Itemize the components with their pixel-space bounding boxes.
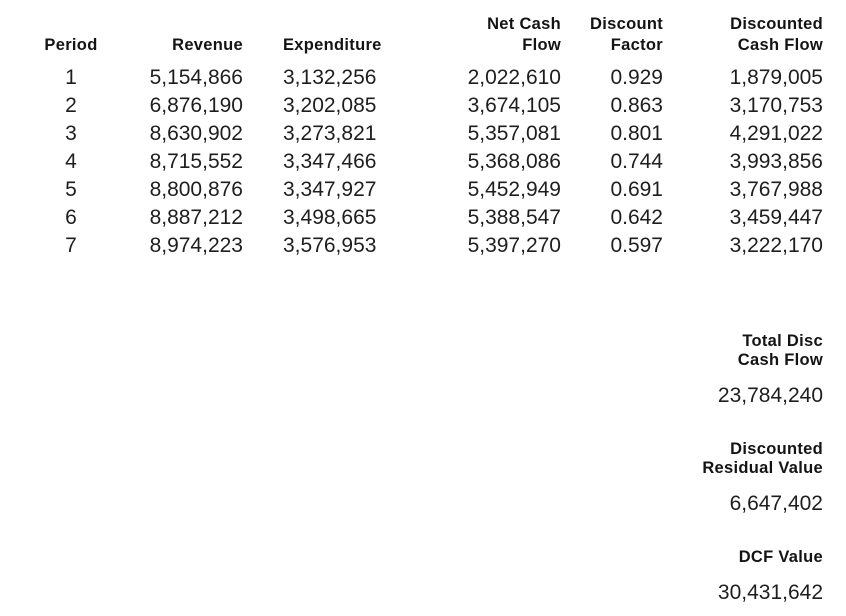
summary-value-dcf-value: 30,431,642 [717, 581, 823, 604]
summary-total-disc-cash-flow: Total Disc Cash Flow 23,784,240 [38, 332, 823, 408]
cell-net-cash-flow: 5,397,270 [467, 234, 561, 257]
cell-period: 5 [65, 178, 77, 201]
cell-expenditure: 3,202,085 [283, 94, 377, 117]
cell-discounted-cash-flow: 3,993,856 [729, 150, 823, 173]
table-row: 1 5,154,866 3,132,256 2,022,610 0.929 1,… [38, 64, 823, 92]
cell-discounted-cash-flow: 3,170,753 [729, 94, 823, 117]
cell-discounted-cash-flow: 3,459,447 [729, 206, 823, 229]
cell-discount-factor: 0.642 [610, 206, 663, 229]
cell-expenditure: 3,347,927 [283, 178, 377, 201]
cell-period: 6 [65, 206, 77, 229]
header-revenue: Revenue [172, 36, 243, 54]
cell-net-cash-flow: 5,368,086 [467, 150, 561, 173]
cell-discount-factor: 0.744 [610, 150, 663, 173]
cell-period: 2 [65, 94, 77, 117]
summary-discounted-residual-value: Discounted Residual Value 6,647,402 [38, 440, 823, 516]
cell-period: 3 [65, 122, 77, 145]
cell-discounted-cash-flow: 3,222,170 [729, 234, 823, 257]
table-row: 3 8,630,902 3,273,821 5,357,081 0.801 4,… [38, 120, 823, 148]
cell-revenue: 8,887,212 [149, 206, 243, 229]
summary-value-total-disc-cash-flow: 23,784,240 [717, 384, 823, 407]
cell-revenue: 8,630,902 [149, 122, 243, 145]
cell-expenditure: 3,132,256 [283, 66, 377, 89]
table-row: 2 6,876,190 3,202,085 3,674,105 0.863 3,… [38, 92, 823, 120]
cell-expenditure: 3,347,466 [283, 150, 377, 173]
cell-discounted-cash-flow: 3,767,988 [729, 178, 823, 201]
cell-expenditure: 3,576,953 [283, 234, 377, 257]
header-net-cash-flow: Net Cash Flow [487, 15, 561, 54]
cell-revenue: 8,715,552 [149, 150, 243, 173]
header-expenditure: Expenditure [283, 36, 382, 54]
header-row: Period Revenue Expenditure Net Cash Flow… [38, 14, 823, 64]
summary-label-dcf-value: DCF Value [738, 548, 823, 566]
cell-period: 4 [65, 150, 77, 173]
cell-discounted-cash-flow: 1,879,005 [729, 66, 823, 89]
header-discount-factor: Discount Factor [590, 15, 663, 54]
cell-expenditure: 3,498,665 [283, 206, 377, 229]
table-row: 6 8,887,212 3,498,665 5,388,547 0.642 3,… [38, 204, 823, 232]
cell-net-cash-flow: 5,388,547 [467, 206, 561, 229]
table-row: 5 8,800,876 3,347,927 5,452,949 0.691 3,… [38, 176, 823, 204]
cell-net-cash-flow: 5,452,949 [467, 178, 561, 201]
cash-flow-table: Period Revenue Expenditure Net Cash Flow… [38, 14, 823, 260]
cell-discount-factor: 0.691 [610, 178, 663, 201]
summary-value-discounted-residual-value: 6,647,402 [729, 492, 823, 515]
cell-discounted-cash-flow: 4,291,022 [729, 122, 823, 145]
summary-section: Total Disc Cash Flow 23,784,240 Discount… [38, 332, 823, 605]
header-period: Period [44, 36, 98, 54]
summary-label-discounted-residual-value: Discounted Residual Value [702, 440, 823, 477]
cell-revenue: 8,800,876 [149, 178, 243, 201]
cell-period: 1 [65, 66, 77, 89]
cell-net-cash-flow: 5,357,081 [467, 122, 561, 145]
summary-dcf-value: DCF Value 30,431,642 [38, 548, 823, 605]
summary-label-total-disc-cash-flow: Total Disc Cash Flow [737, 332, 823, 369]
cell-discount-factor: 0.801 [610, 122, 663, 145]
cell-period: 7 [65, 234, 77, 257]
cell-net-cash-flow: 3,674,105 [467, 94, 561, 117]
header-discounted-cash-flow: Discounted Cash Flow [730, 15, 823, 54]
cell-discount-factor: 0.929 [610, 66, 663, 89]
cell-net-cash-flow: 2,022,610 [467, 66, 561, 89]
cell-discount-factor: 0.597 [610, 234, 663, 257]
cell-revenue: 5,154,866 [149, 66, 243, 89]
cell-revenue: 8,974,223 [149, 234, 243, 257]
cell-discount-factor: 0.863 [610, 94, 663, 117]
cell-expenditure: 3,273,821 [283, 122, 377, 145]
table-row: 4 8,715,552 3,347,466 5,368,086 0.744 3,… [38, 148, 823, 176]
table-row: 7 8,974,223 3,576,953 5,397,270 0.597 3,… [38, 232, 823, 260]
cell-revenue: 6,876,190 [149, 94, 243, 117]
